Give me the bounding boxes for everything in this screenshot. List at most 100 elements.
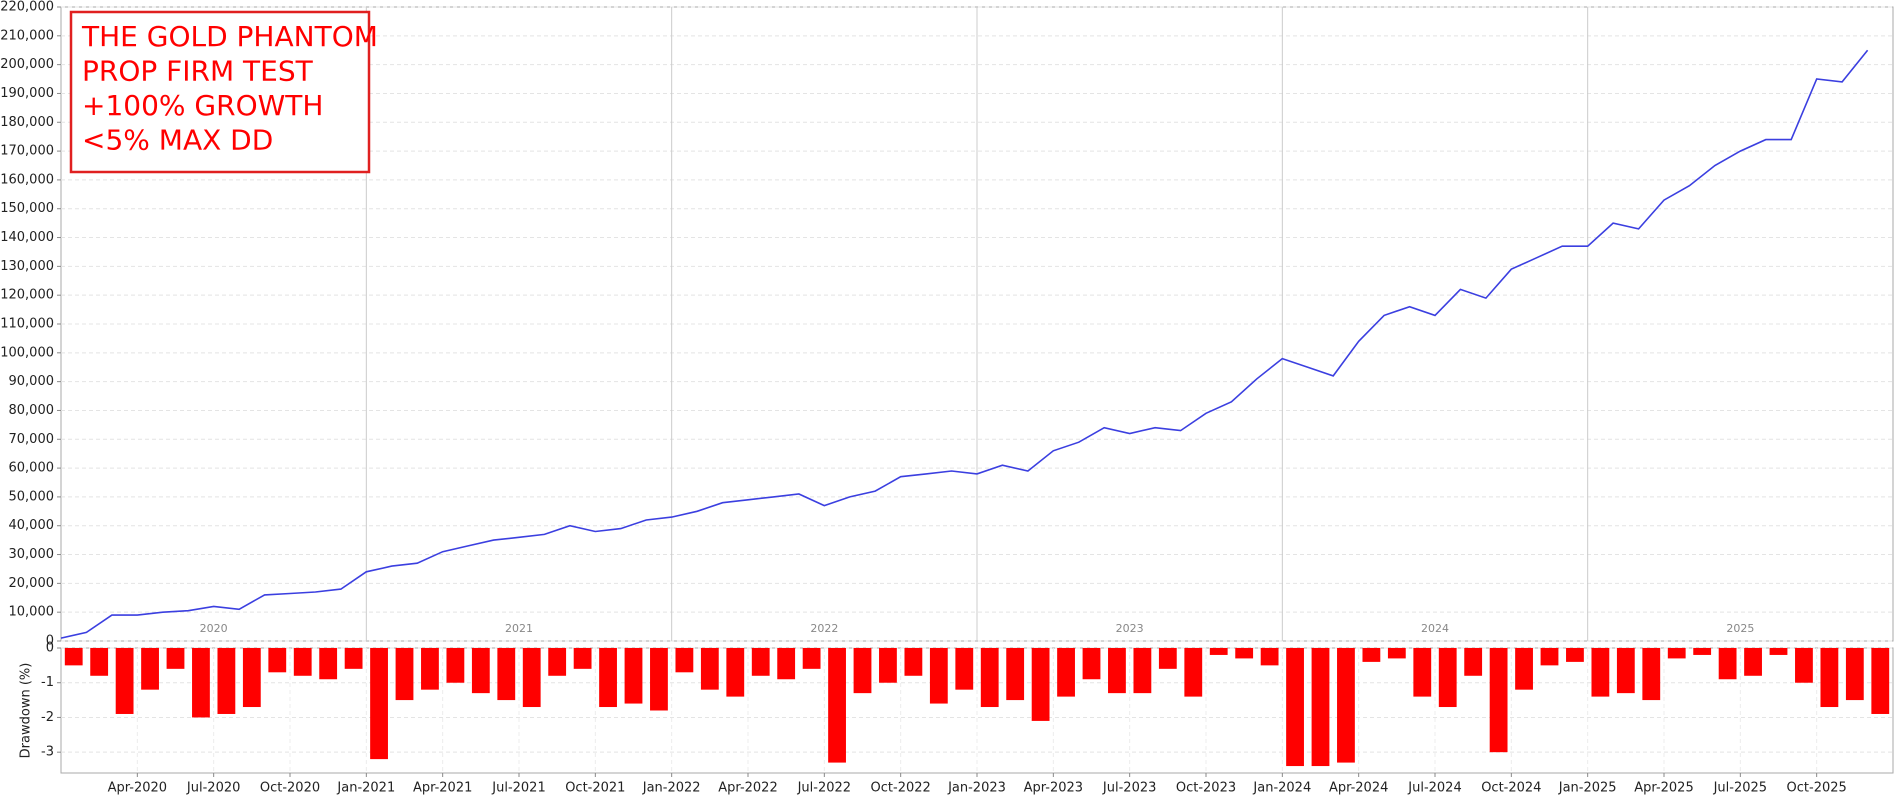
drawdown-bar xyxy=(1464,648,1483,676)
x-tick-label: Jan-2023 xyxy=(947,781,1006,796)
y-tick-label: 50,000 xyxy=(9,489,55,504)
drawdown-bar xyxy=(726,648,745,697)
x-tick-label: Oct-2024 xyxy=(1481,781,1541,796)
y-tick-label: 110,000 xyxy=(0,317,54,332)
drawdown-bar xyxy=(217,648,236,714)
y-tick-label: 20,000 xyxy=(9,576,55,591)
x-tick-label: Jul-2020 xyxy=(186,781,240,796)
drawdown-bar xyxy=(1744,648,1762,676)
drawdown-bar xyxy=(1540,648,1559,666)
year-label: 2020 xyxy=(200,622,228,635)
drawdown-bar xyxy=(293,648,312,676)
drawdown-bar xyxy=(90,648,109,676)
drawdown-bar xyxy=(344,648,363,669)
annotation-box xyxy=(69,10,371,174)
x-tick-label: Apr-2021 xyxy=(413,781,472,796)
drawdown-bar xyxy=(1387,648,1406,659)
drawdown-bar xyxy=(1337,648,1355,763)
x-tick-label: Jul-2025 xyxy=(1713,781,1767,796)
year-label: 2024 xyxy=(1421,622,1449,635)
drawdown-bar xyxy=(370,648,388,760)
y-tick-label: 150,000 xyxy=(0,201,54,216)
drawdown-bar xyxy=(497,648,516,701)
drawdown-bar xyxy=(1413,648,1432,697)
drawdown-bar xyxy=(1311,648,1330,767)
x-tick-label: Apr-2020 xyxy=(108,781,167,796)
drawdown-bar xyxy=(980,648,999,708)
x-tick-label: Apr-2023 xyxy=(1024,781,1083,796)
drawdown-bar xyxy=(1566,648,1584,662)
drawdown-bar xyxy=(1820,648,1839,708)
drawdown-bar xyxy=(1616,648,1635,694)
y-axis-label: Drawdown (%) xyxy=(19,663,34,759)
drawdown-bar xyxy=(1260,648,1279,666)
x-tick-label: Jan-2024 xyxy=(1252,781,1311,796)
drawdown-bar xyxy=(853,648,872,694)
drawdown-bar xyxy=(879,648,897,683)
drawdown-bar xyxy=(1158,648,1177,669)
x-tick-label: Jul-2023 xyxy=(1102,781,1156,796)
y-tick-label: 170,000 xyxy=(0,144,54,159)
drawdown-bar xyxy=(1795,648,1813,683)
y-tick-label: 100,000 xyxy=(0,345,54,360)
drawdown-bar xyxy=(1031,648,1050,721)
drawdown-bar xyxy=(192,648,210,718)
x-tick-label: Apr-2024 xyxy=(1329,781,1388,796)
drawdown-bar xyxy=(1133,648,1152,694)
annotation-text: THE GOLD PHANTOM xyxy=(81,20,378,53)
y-tick-label: 90,000 xyxy=(9,374,55,389)
y-tick-label: 120,000 xyxy=(0,288,54,303)
y-tick-label: 10,000 xyxy=(9,605,55,620)
drawdown-bar xyxy=(446,648,465,683)
y-tick-label: -3 xyxy=(41,745,54,760)
drawdown-bar xyxy=(929,648,948,704)
drawdown-bar xyxy=(599,648,617,708)
x-tick-label: Oct-2021 xyxy=(565,781,625,796)
drawdown-bar xyxy=(624,648,643,704)
drawdown-bar xyxy=(1108,648,1126,694)
drawdown-bar xyxy=(1642,648,1661,701)
drawdown-bar xyxy=(421,648,439,690)
drawdown-bar xyxy=(777,648,796,680)
drawdown-bar xyxy=(955,648,974,690)
drawdown-bar xyxy=(1667,648,1686,659)
y-tick-label: 80,000 xyxy=(9,403,55,418)
drawdown-bar xyxy=(1591,648,1610,697)
drawdown-bar xyxy=(700,648,719,690)
y-tick-label: 200,000 xyxy=(0,57,54,72)
annotation-text: PROP FIRM TEST xyxy=(82,55,314,88)
drawdown-bar xyxy=(1871,648,1890,714)
y-tick-label: 60,000 xyxy=(9,461,55,476)
drawdown-bar xyxy=(751,648,770,676)
year-label: 2021 xyxy=(505,622,533,635)
drawdown-bar xyxy=(675,648,694,673)
equity-line xyxy=(60,49,1869,639)
drawdown-bar xyxy=(166,648,185,669)
drawdown-bar xyxy=(1438,648,1457,708)
drawdown-bar xyxy=(1693,648,1712,655)
drawdown-bar xyxy=(650,648,668,711)
drawdown-bar xyxy=(1057,648,1075,697)
drawdown-bar xyxy=(828,648,846,763)
drawdown-bar xyxy=(395,648,414,701)
drawdown-bar xyxy=(1362,648,1381,662)
x-tick-label: Jan-2025 xyxy=(1558,781,1617,796)
y-tick-label: 30,000 xyxy=(9,547,55,562)
drawdown-bar xyxy=(1769,648,1788,655)
y-tick-label: 0 xyxy=(46,634,54,649)
drawdown-bar xyxy=(115,648,134,714)
drawdown-bar xyxy=(1235,648,1254,659)
drawdown-bar xyxy=(242,648,261,708)
drawdown-bar xyxy=(802,648,821,669)
x-tick-label: Apr-2025 xyxy=(1634,781,1693,796)
drawdown-bar xyxy=(268,648,287,673)
drawdown-bar xyxy=(1209,648,1228,655)
drawdown-bar xyxy=(573,648,592,669)
y-tick-label: 40,000 xyxy=(9,518,55,533)
year-label: 2025 xyxy=(1726,622,1754,635)
drawdown-bar xyxy=(141,648,159,690)
drawdown-bar xyxy=(1082,648,1101,680)
drawdown-bar xyxy=(548,648,567,676)
